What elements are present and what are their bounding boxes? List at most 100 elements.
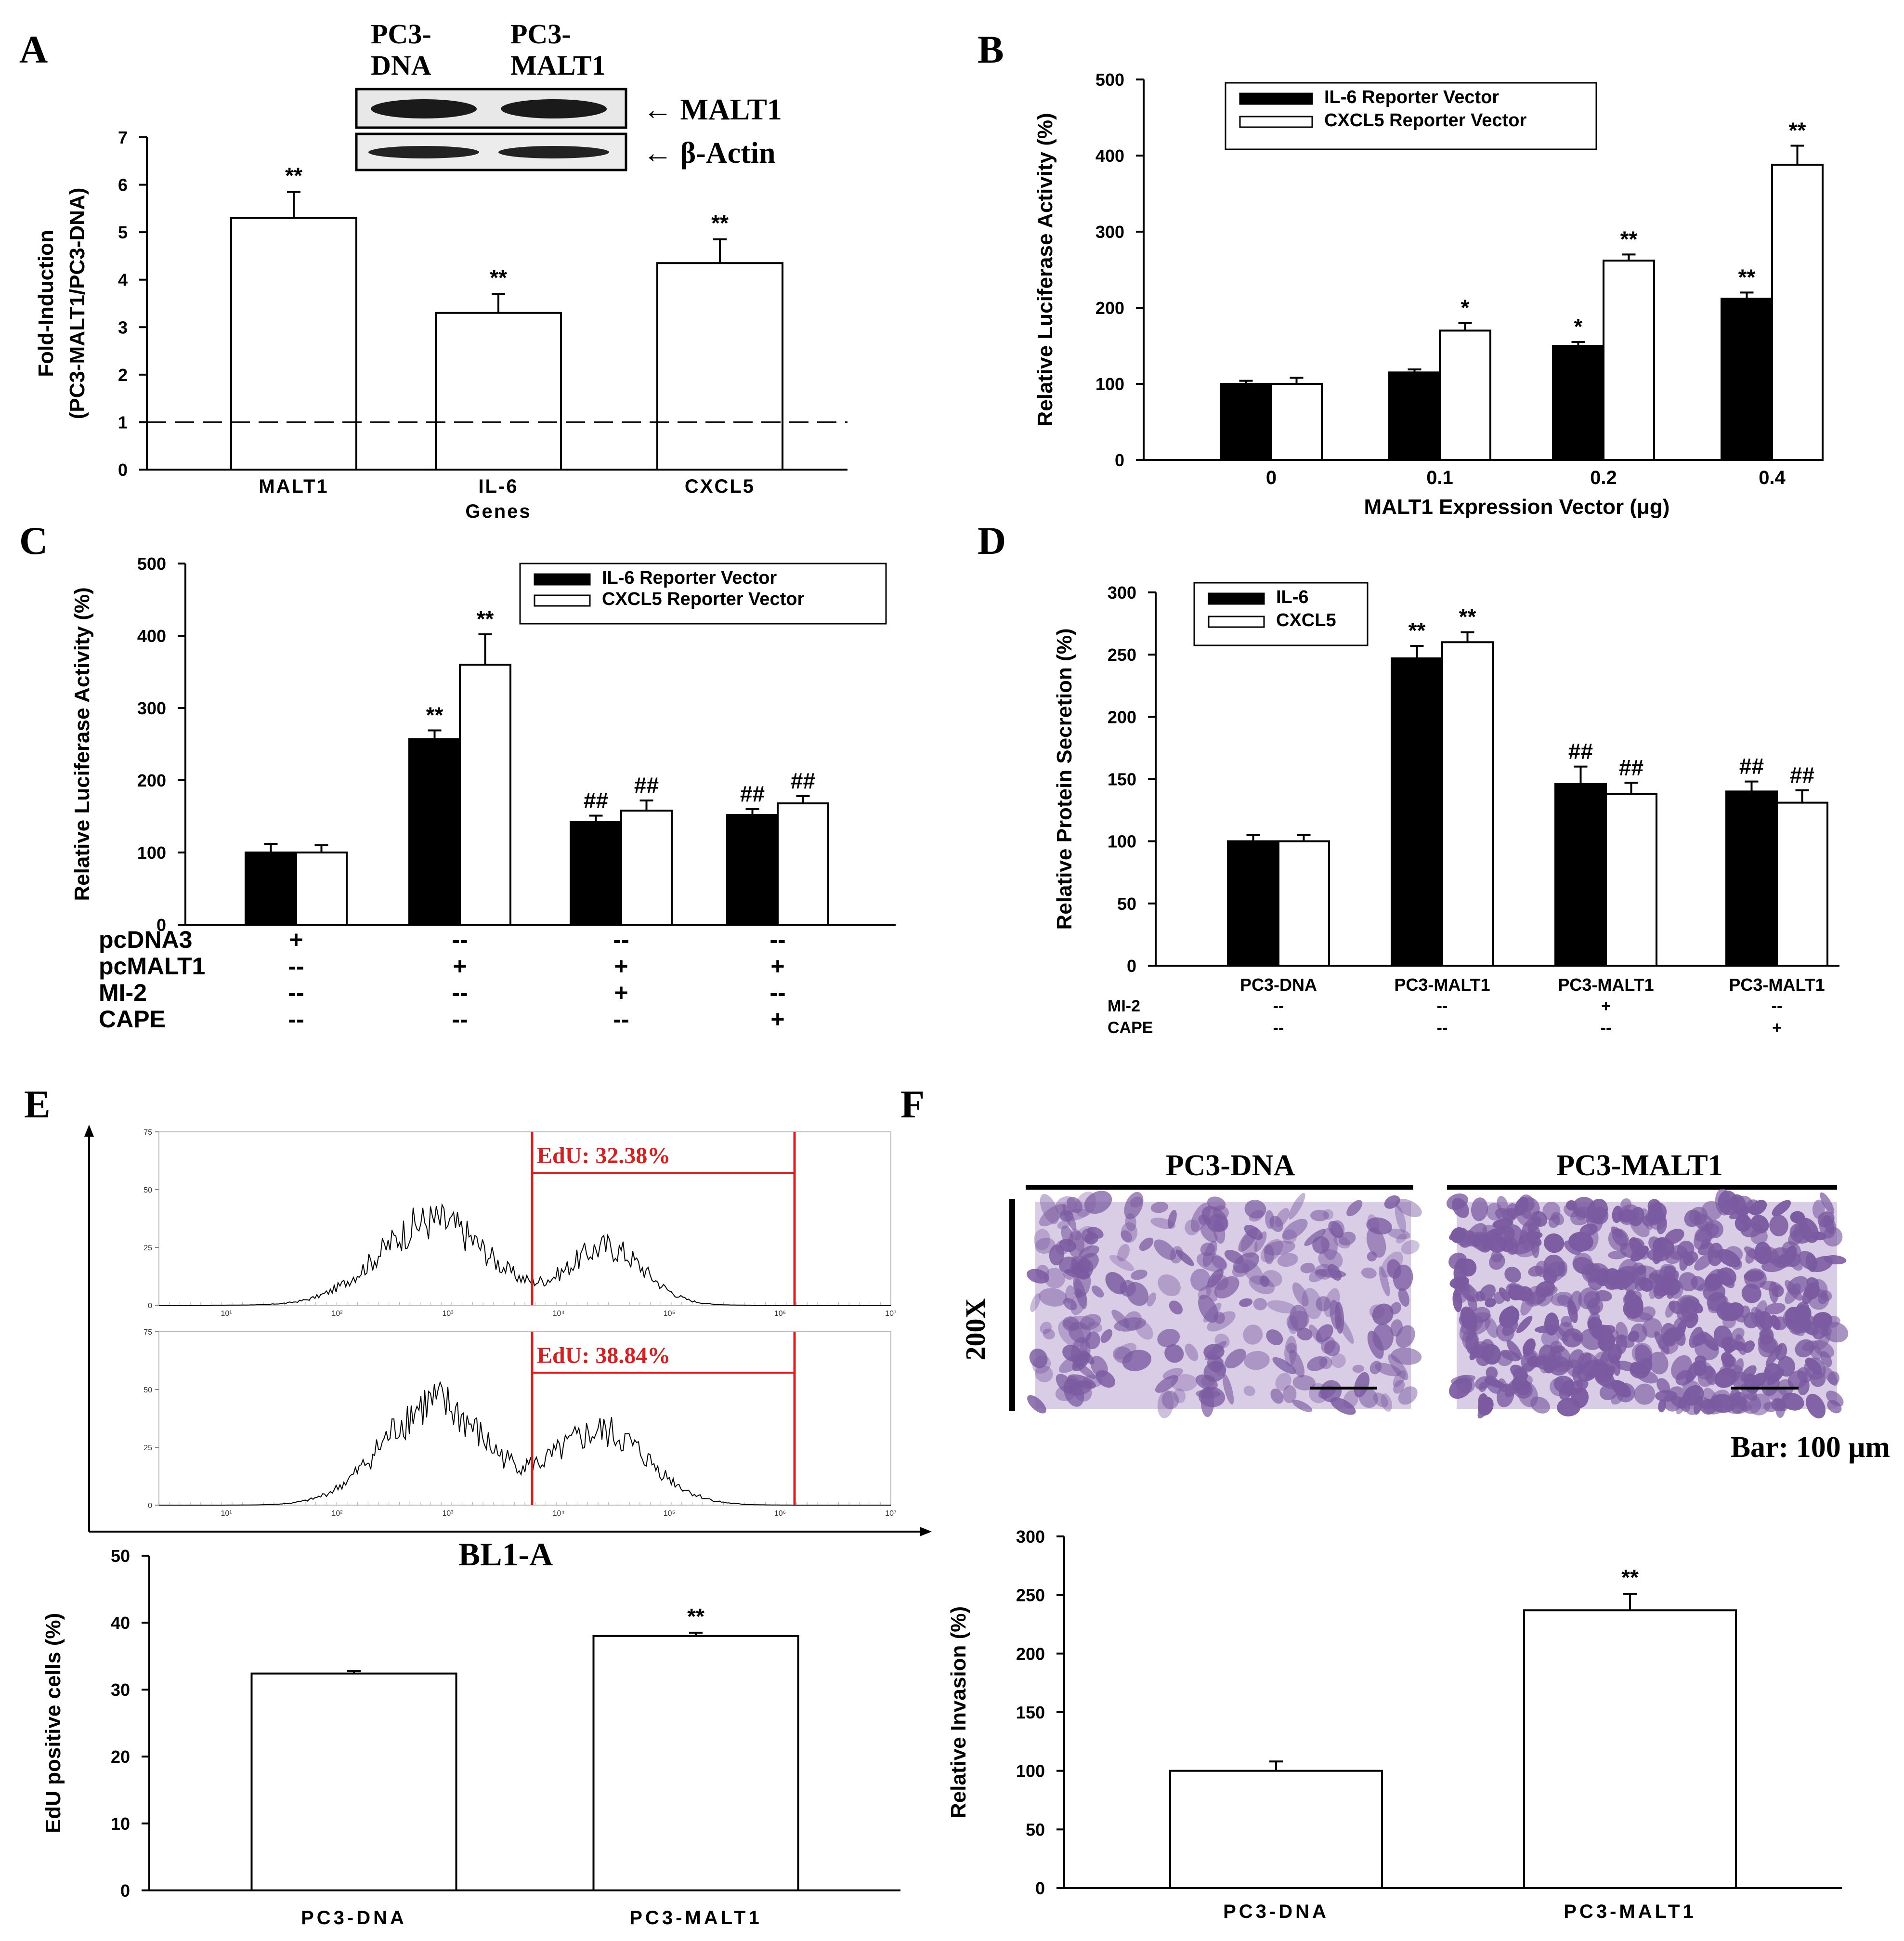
treatment-mark: -- bbox=[288, 979, 304, 1006]
significance-label: ## bbox=[1568, 739, 1593, 764]
y-axis-label-line1: Fold-Induction bbox=[34, 230, 58, 377]
y-tick-label: 40 bbox=[111, 1613, 130, 1633]
stained-cell bbox=[1781, 1392, 1804, 1411]
treatment-mark: + bbox=[770, 1006, 784, 1033]
stained-cell bbox=[1743, 1340, 1755, 1353]
bar bbox=[1603, 260, 1655, 461]
stained-cell bbox=[1384, 1195, 1400, 1209]
stained-cell bbox=[1741, 1365, 1757, 1382]
stained-cell bbox=[1820, 1290, 1832, 1301]
treatment-label: MI-2 bbox=[99, 979, 147, 1006]
stained-cell bbox=[1292, 1375, 1316, 1390]
micro-title-malt1: PC3-MALT1 bbox=[1556, 1149, 1723, 1182]
stained-cell bbox=[1636, 1265, 1659, 1284]
hist-x-tick-label: 10⁶ bbox=[774, 1310, 786, 1318]
y-tick-label: 100 bbox=[1016, 1761, 1045, 1781]
bar bbox=[1721, 298, 1773, 461]
significance-label: ** bbox=[711, 210, 729, 236]
treatment-label: MI-2 bbox=[1108, 997, 1140, 1015]
bar bbox=[295, 852, 348, 926]
stained-cell bbox=[1161, 1390, 1179, 1409]
stained-cell bbox=[1617, 1259, 1639, 1285]
stained-cell bbox=[1372, 1303, 1394, 1325]
stained-cell bbox=[1697, 1281, 1716, 1292]
stained-cell bbox=[1587, 1312, 1600, 1330]
flow-x-label: BL1-A bbox=[458, 1536, 553, 1573]
y-tick-label: 2 bbox=[118, 365, 128, 385]
hist-y-tick-label: 25 bbox=[143, 1444, 152, 1452]
stained-cell bbox=[1551, 1212, 1565, 1225]
stained-cell bbox=[1071, 1256, 1083, 1272]
stained-cell bbox=[1772, 1200, 1791, 1217]
stained-cell bbox=[1519, 1194, 1535, 1212]
chart-panel-f: 0 50 100 150 200 250 300 Relative Invasion (%) P… bbox=[947, 1527, 1842, 1922]
hist-x-tick-label: 10³ bbox=[442, 1509, 454, 1518]
stained-cell bbox=[1506, 1339, 1522, 1360]
blot-lane1-line2: DNA bbox=[371, 50, 431, 81]
bar bbox=[1725, 790, 1778, 967]
stained-cell bbox=[1741, 1284, 1761, 1303]
stained-cell bbox=[1713, 1325, 1733, 1349]
stained-cell bbox=[1810, 1232, 1827, 1241]
hist-x-tick-label: 10⁶ bbox=[774, 1509, 786, 1518]
stained-cell bbox=[1267, 1300, 1297, 1313]
stained-cell bbox=[1242, 1259, 1264, 1285]
stained-cell bbox=[1398, 1288, 1409, 1307]
significance-label: ** bbox=[1789, 118, 1806, 143]
stained-cell bbox=[1288, 1193, 1305, 1220]
stained-cell bbox=[1330, 1397, 1356, 1415]
legend-entry: IL-6 bbox=[1276, 587, 1309, 607]
significance-label: ** bbox=[1738, 264, 1756, 289]
treatment-mark: + bbox=[1772, 1019, 1782, 1037]
western-blot: PC3- DNA PC3- MALT1 ← MALT1 ← β-Actin bbox=[355, 18, 782, 171]
bar bbox=[1776, 801, 1828, 967]
significance-label: ## bbox=[634, 773, 659, 798]
stained-cell bbox=[1366, 1227, 1386, 1258]
stained-cell bbox=[1724, 1402, 1748, 1414]
stained-cell bbox=[1381, 1393, 1393, 1412]
y-tick-label: 300 bbox=[1095, 222, 1124, 242]
stained-cell bbox=[1372, 1323, 1394, 1351]
stained-cell bbox=[1277, 1253, 1298, 1267]
stained-cell bbox=[1806, 1393, 1826, 1419]
stained-cell bbox=[1647, 1199, 1662, 1214]
stained-cell bbox=[1732, 1358, 1744, 1382]
y-axis-label: Relative Luciferase Activity (%) bbox=[1033, 113, 1057, 426]
category-label: PC3-MALT1 bbox=[1558, 975, 1654, 995]
stained-cell bbox=[1130, 1196, 1143, 1207]
stained-cell bbox=[1121, 1230, 1132, 1242]
stained-cell bbox=[1190, 1269, 1211, 1291]
stained-cell bbox=[1802, 1287, 1814, 1305]
stained-cell bbox=[1731, 1327, 1745, 1341]
treatment-mark: -- bbox=[1772, 997, 1783, 1015]
y-tick-label: 250 bbox=[1108, 645, 1136, 665]
stained-cell bbox=[1282, 1219, 1308, 1240]
hist-y-tick-label: 50 bbox=[143, 1386, 152, 1394]
y-tick-label: 200 bbox=[1016, 1644, 1045, 1664]
blot-actin-band-dna bbox=[368, 146, 479, 158]
legend-swatch bbox=[1239, 116, 1313, 128]
blot-lane2-line1: PC3- bbox=[510, 18, 571, 50]
treatment-mark: -- bbox=[452, 1006, 468, 1033]
stained-cell bbox=[1485, 1298, 1496, 1308]
significance-label: * bbox=[1574, 314, 1583, 339]
stained-cell bbox=[1755, 1309, 1766, 1331]
significance-label: ** bbox=[1459, 604, 1476, 630]
y-tick-label: 50 bbox=[111, 1546, 130, 1566]
stained-cell bbox=[1637, 1246, 1650, 1259]
stained-cell bbox=[1769, 1215, 1788, 1236]
flow-histogram-dna: 0 25 50 75 10¹ 10² 10³ 10⁴ 10⁵ 10⁶ 10⁷ EdU: 32.38% bbox=[143, 1128, 897, 1318]
stained-cell bbox=[1205, 1284, 1218, 1302]
treatment-mark: -- bbox=[1437, 1019, 1448, 1037]
stained-cell bbox=[1594, 1325, 1612, 1337]
y-tick-label: 7 bbox=[118, 128, 128, 147]
stained-cell bbox=[1805, 1357, 1822, 1375]
invasion-micrographs: PC3-DNA PC3-MALT1 200X Bar: 100 μm bbox=[960, 1149, 1890, 1464]
stained-cell bbox=[1805, 1253, 1817, 1272]
blot-actin-band-malt1 bbox=[498, 146, 609, 158]
stained-cell bbox=[1074, 1288, 1082, 1298]
y-tick-label: 150 bbox=[1108, 770, 1136, 789]
hist-x-tick-label: 10⁵ bbox=[664, 1310, 675, 1318]
stained-cell bbox=[1315, 1269, 1346, 1278]
stained-cell bbox=[1797, 1367, 1812, 1383]
